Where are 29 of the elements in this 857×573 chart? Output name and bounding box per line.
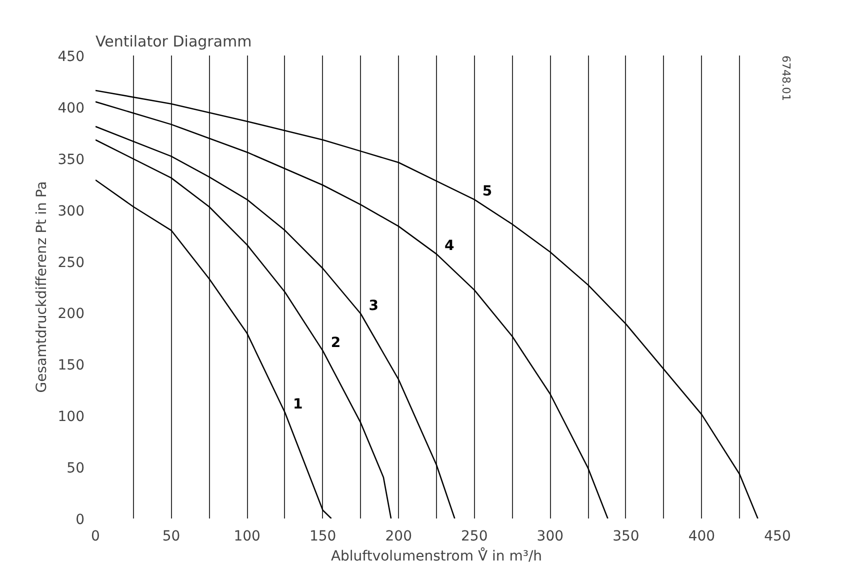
x-tick-label: 200: [385, 528, 412, 544]
x-tick-label: 100: [234, 528, 260, 544]
chart-title: Ventilator Diagramm: [96, 32, 252, 50]
y-tick-label: 0: [76, 512, 85, 528]
text: 6748.01: [780, 56, 792, 101]
x-tick-label: 350: [612, 528, 640, 544]
y-tick-label: 100: [58, 409, 85, 426]
y-tick-label: 250: [58, 254, 85, 271]
series-label: 3: [368, 298, 378, 314]
series-label: 2: [330, 334, 341, 351]
y-tick-label: 200: [58, 306, 85, 322]
x-tick-label: 0: [91, 528, 100, 544]
y-tick-label: 300: [58, 203, 85, 220]
series-label: 5: [482, 184, 492, 200]
x-tick-label: 450: [764, 528, 791, 544]
x-axis-title: Abluftvolumenstrom V̊ in m³/h: [330, 546, 542, 564]
x-tick-label: 150: [309, 528, 336, 544]
x-tick-label: 50: [162, 528, 180, 544]
y-tick-label: 400: [58, 100, 85, 116]
y-tick-label: 350: [58, 152, 85, 168]
y-tick-label: 150: [58, 358, 85, 374]
y-axis-title: Gesamtdruckdifferenz Pt in Pa: [34, 181, 50, 393]
series-label: 1: [292, 396, 303, 413]
y-tick-label: 450: [58, 49, 85, 65]
x-tick-label: 300: [536, 528, 564, 544]
y-tick-label: 50: [66, 460, 85, 477]
x-tick-label: 400: [688, 528, 716, 544]
series-label: 4: [444, 238, 454, 254]
x-tick-label: 250: [461, 528, 488, 544]
